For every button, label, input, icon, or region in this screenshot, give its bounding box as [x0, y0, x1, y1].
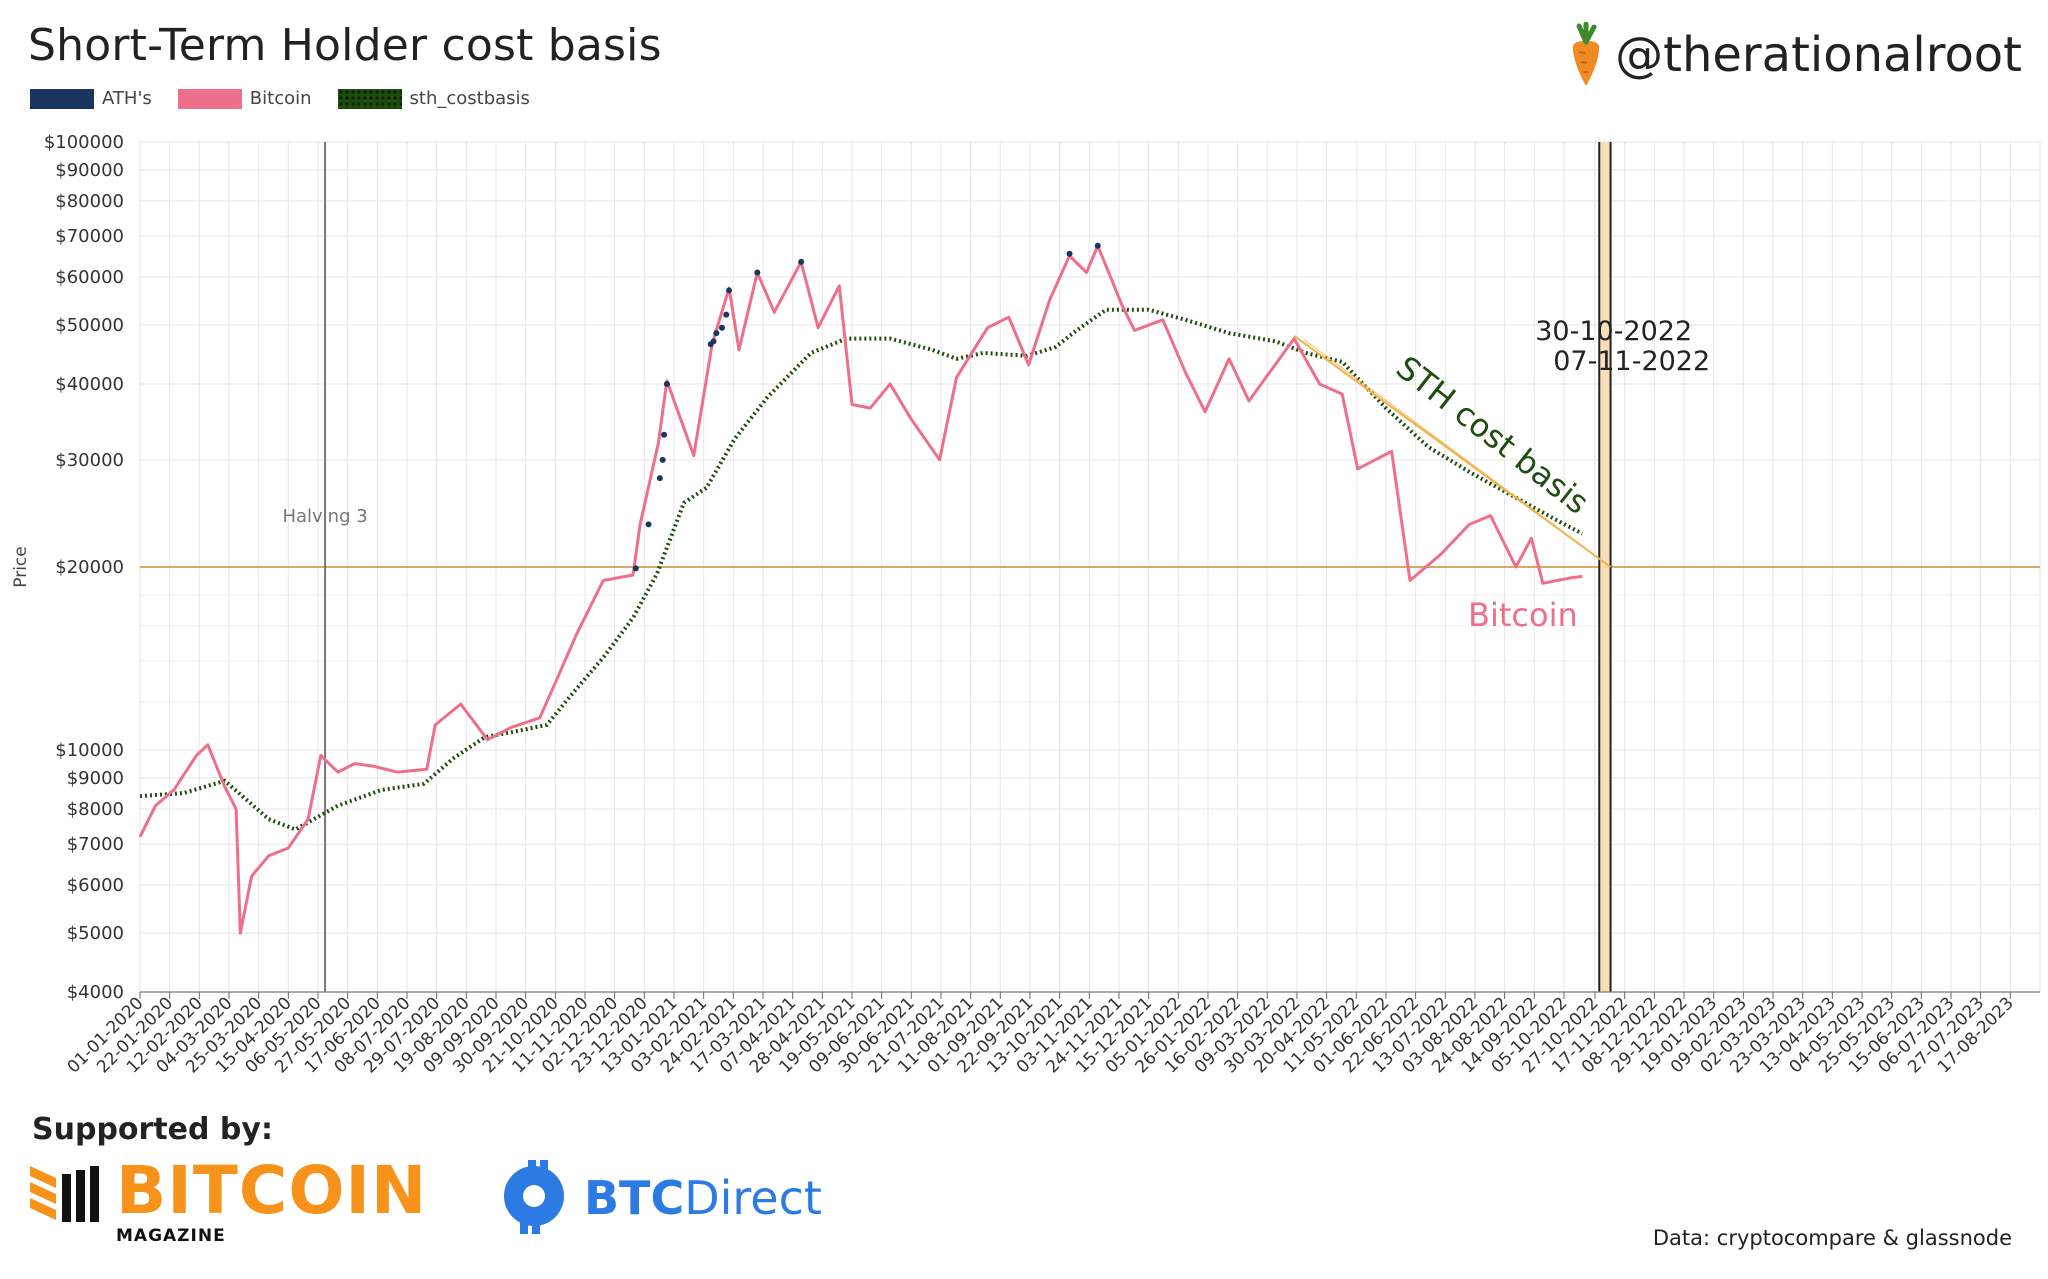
y-tick-label: $100000	[44, 132, 124, 153]
y-tick-label: $6000	[67, 875, 124, 896]
price-chart: $4000 $5000 $6000 $7000 $8000 $9000 $10000 $200…	[11, 132, 2041, 1077]
y-tick-label: $7000	[67, 834, 124, 855]
sth-trendline-secondary	[1303, 339, 1611, 568]
bitcoin-magazine-logo[interactable]: BITCOIN MAGAZINE	[30, 1158, 427, 1246]
ath-marker	[710, 338, 717, 345]
ath-markers	[632, 242, 1101, 572]
y-tick-label: $9000	[67, 768, 124, 789]
bitcoin-annotation: Bitcoin	[1468, 596, 1578, 634]
author-handle[interactable]: @therationalroot	[1615, 27, 2022, 83]
chart-legend: ATH's Bitcoin sth_costbasis	[30, 88, 542, 109]
ath-marker	[723, 311, 730, 318]
ath-marker	[1066, 250, 1073, 257]
chart-axes: $4000 $5000 $6000 $7000 $8000 $9000 $10000 $200…	[11, 132, 2040, 1077]
y-tick-label: $8000	[67, 799, 124, 820]
author-handle-group: @therationalroot	[1567, 22, 2022, 88]
legend-label-sth-costbasis: sth_costbasis	[409, 88, 530, 109]
supported-by-label: Supported by:	[32, 1112, 273, 1147]
legend-item-ath[interactable]: ATH's	[30, 88, 152, 109]
sth-costbasis-line	[139, 307, 1584, 832]
chart-series	[138, 244, 1612, 935]
data-credit: Data: cryptocompare & glassnode	[1652, 1226, 2012, 1250]
y-tick-label: $80000	[55, 191, 124, 212]
ath-marker	[1094, 242, 1101, 249]
date-label-start: 30-10-2022	[1535, 316, 1692, 347]
y-tick-label: $5000	[67, 923, 124, 944]
ath-marker	[663, 380, 670, 387]
date-range-band	[1599, 142, 1611, 992]
btcdirect-logo[interactable]: BTCDirect	[500, 1158, 822, 1238]
ath-marker	[713, 330, 720, 337]
legend-swatch-ath	[30, 88, 94, 109]
ath-marker	[726, 287, 733, 294]
carrot-icon	[1573, 22, 1600, 86]
btcdirect-icon	[504, 1160, 564, 1234]
reference-lines	[140, 142, 2040, 992]
bitcoin-magazine-name: BITCOIN	[116, 1152, 428, 1229]
page-title: Short-Term Holder cost basis	[28, 20, 662, 71]
ath-marker	[798, 258, 805, 265]
y-tick-label: $10000	[55, 740, 124, 761]
y-tick-label: $50000	[55, 315, 124, 336]
legend-swatch-sth-costbasis	[337, 88, 402, 109]
date-label-end: 07-11-2022	[1553, 346, 1710, 377]
bitcoin-magazine-icon	[30, 1166, 99, 1222]
ath-marker	[754, 269, 761, 276]
legend-label-bitcoin: Bitcoin	[249, 88, 312, 109]
halving-label: Halving 3	[282, 506, 367, 527]
y-tick-label: $20000	[55, 557, 124, 578]
ath-marker	[645, 521, 652, 528]
ath-marker	[656, 475, 663, 482]
bitcoin-price-line	[138, 244, 1583, 935]
y-tick-label: $40000	[55, 374, 124, 395]
btcdirect-name: BTCDirect	[584, 1171, 822, 1225]
y-axis-label: Price	[11, 546, 31, 587]
legend-label-ath: ATH's	[102, 88, 152, 109]
bitcoin-magazine-sub: MAGAZINE	[116, 1226, 226, 1246]
y-tick-label: $60000	[55, 267, 124, 288]
y-tick-label: $70000	[55, 226, 124, 247]
legend-swatch-bitcoin	[177, 88, 242, 109]
ath-marker	[719, 324, 726, 331]
ath-marker	[659, 456, 666, 463]
y-tick-label: $90000	[55, 160, 124, 181]
legend-item-sth-costbasis[interactable]: sth_costbasis	[337, 88, 530, 109]
legend-item-bitcoin[interactable]: Bitcoin	[177, 88, 312, 109]
y-tick-label: $4000	[67, 982, 124, 1003]
ath-marker	[632, 565, 639, 572]
ath-marker	[661, 431, 668, 438]
y-tick-label: $30000	[55, 450, 124, 471]
